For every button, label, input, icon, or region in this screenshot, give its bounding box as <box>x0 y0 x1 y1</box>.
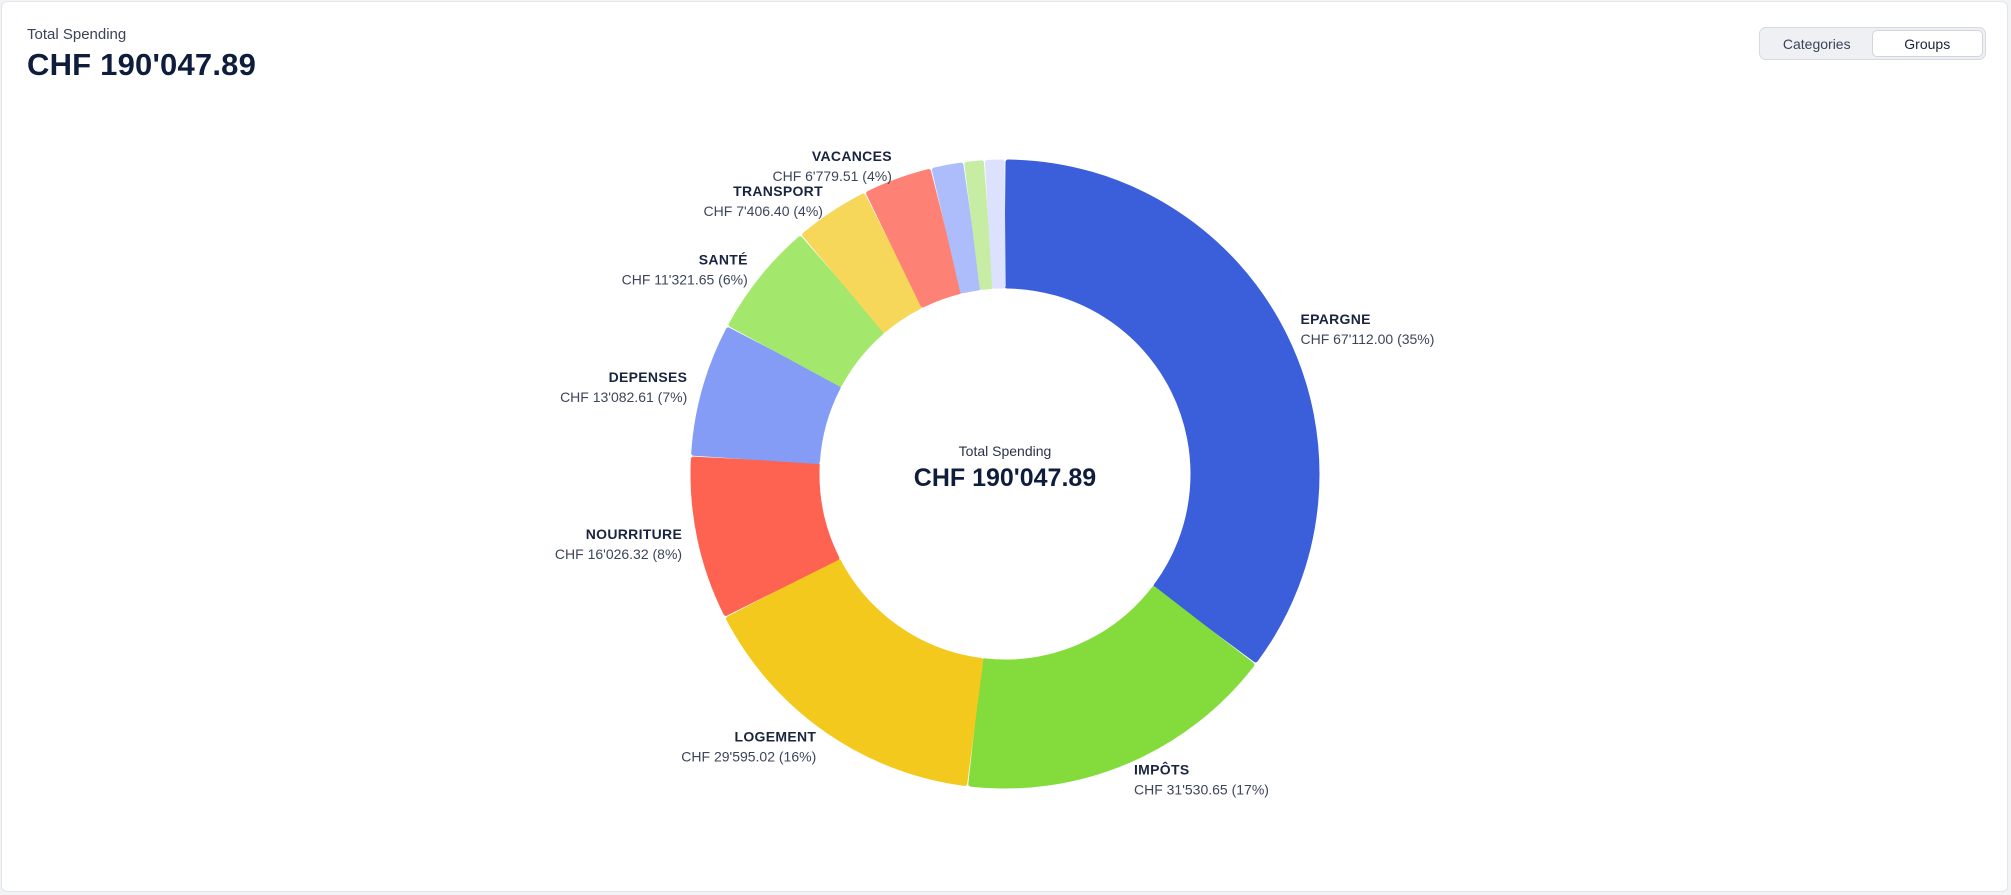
donut-slice-8[interactable] <box>931 162 981 294</box>
total-spending-amount: CHF 190'047.89 <box>27 47 257 82</box>
toggle-categories-button[interactable]: Categories <box>1782 35 1851 52</box>
donut-slice-10[interactable] <box>984 159 1006 289</box>
donut-slice-nourriture[interactable] <box>690 456 840 616</box>
donut-slice-9[interactable] <box>964 160 994 290</box>
donut-slice-impôts[interactable] <box>968 586 1255 789</box>
slice-label-vacances: VACANCES <box>812 148 892 164</box>
view-toggle: Categories Groups <box>1759 27 1986 60</box>
total-spending-label: Total Spending <box>27 26 127 43</box>
slice-value-epargne: CHF 67'112.00 (35%) <box>1300 331 1434 347</box>
center-value: CHF 190'047.89 <box>914 464 1096 492</box>
donut-slice-logement[interactable] <box>726 558 984 786</box>
slice-value-santé: CHF 11'321.65 (6%) <box>622 271 748 287</box>
slice-label-santé: SANTÉ <box>699 251 748 267</box>
toggle-groups-button[interactable]: Groups <box>1871 30 1983 57</box>
slice-label-nourriture: NOURRITURE <box>586 526 682 542</box>
center-label: Total Spending <box>959 443 1052 459</box>
slice-label-transport: TRANSPORT <box>733 183 823 199</box>
slice-label-impôts: IMPÔTS <box>1134 761 1189 778</box>
donut-slice-epargne[interactable] <box>1004 159 1320 663</box>
slice-value-depenses: CHF 13'082.61 (7%) <box>560 389 687 405</box>
slice-label-depenses: DEPENSES <box>609 369 688 385</box>
slice-value-impôts: CHF 31'530.65 (17%) <box>1134 782 1269 798</box>
donut-slice-santé[interactable] <box>728 236 885 387</box>
slice-value-nourriture: CHF 16'026.32 (8%) <box>555 546 682 562</box>
donut-slice-transport[interactable] <box>802 193 923 333</box>
slice-value-transport: CHF 7'406.40 (4%) <box>704 203 823 219</box>
donut-slice-vacances[interactable] <box>866 169 962 308</box>
donut-slices <box>690 159 1320 789</box>
slice-label-logement: LOGEMENT <box>735 729 817 745</box>
donut-slice-depenses[interactable] <box>691 327 841 464</box>
slice-value-logement: CHF 29'595.02 (16%) <box>681 749 816 765</box>
summary-header: Total Spending CHF 190'047.89 <box>27 26 256 83</box>
slice-labels: EPARGNE CHF 67'112.00 (35%) IMPÔTS CHF 31'5… <box>555 148 1435 798</box>
slice-value-vacances: CHF 6'779.51 (4%) <box>772 168 891 184</box>
slice-label-epargne: EPARGNE <box>1300 311 1370 327</box>
